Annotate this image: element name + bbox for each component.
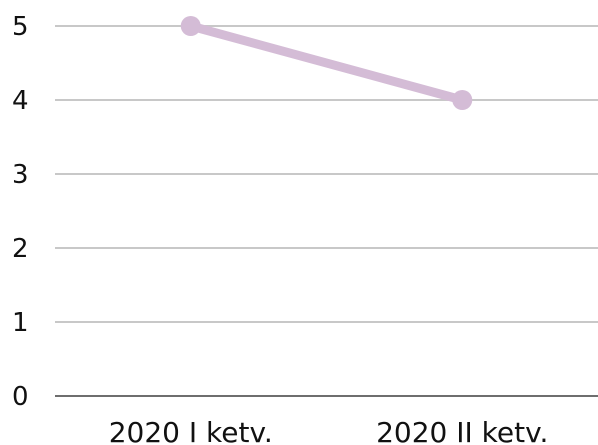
y-tick-label: 5 xyxy=(12,12,29,42)
y-tick-label: 1 xyxy=(12,308,29,338)
y-tick-label: 4 xyxy=(12,86,29,116)
y-axis-ticks: 0 1 2 3 4 5 xyxy=(12,12,29,412)
data-point xyxy=(180,16,201,36)
series-group xyxy=(180,16,473,110)
y-tick-label: 3 xyxy=(12,160,29,190)
x-category-label: 2020 I ketv. xyxy=(109,416,273,445)
gridlines xyxy=(55,25,598,397)
x-category-label: 2020 II ketv. xyxy=(376,416,548,445)
x-axis-categories: 2020 I ketv. 2020 II ketv. xyxy=(109,416,549,445)
series-line xyxy=(186,21,467,105)
y-tick-label: 0 xyxy=(12,382,29,412)
data-point xyxy=(452,90,473,110)
y-tick-label: 2 xyxy=(12,234,29,264)
